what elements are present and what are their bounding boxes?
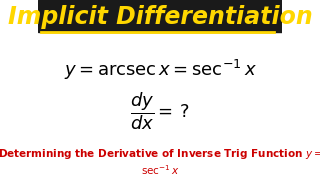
Text: $y = \mathrm{arcsec}\, x = \sec^{-1} x$: $y = \mathrm{arcsec}\, x = \sec^{-1} x$ xyxy=(64,58,256,82)
Bar xyxy=(38,0,282,32)
Text: Implicit Differentiation: Implicit Differentiation xyxy=(8,5,312,29)
Text: $\sec^{-1} x$: $\sec^{-1} x$ xyxy=(141,163,179,177)
Text: Determining the Derivative of Inverse Trig Function $y =$: Determining the Derivative of Inverse Tr… xyxy=(0,147,320,161)
Text: $\dfrac{dy}{dx} = \, ?$: $\dfrac{dy}{dx} = \, ?$ xyxy=(130,91,190,132)
